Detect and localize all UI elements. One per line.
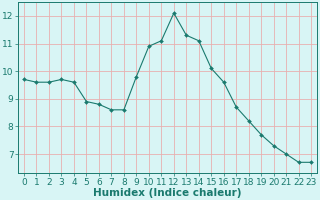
X-axis label: Humidex (Indice chaleur): Humidex (Indice chaleur): [93, 188, 242, 198]
